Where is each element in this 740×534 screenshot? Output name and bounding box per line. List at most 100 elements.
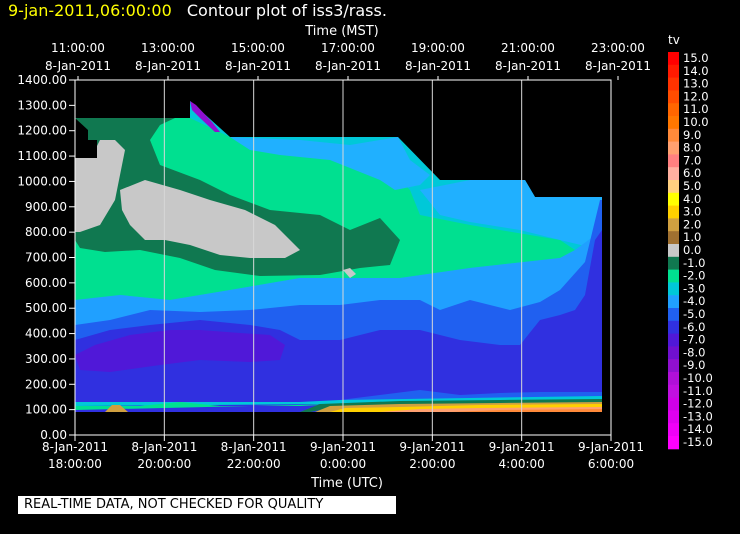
top-tick-time: 19:00:00 [411,41,465,55]
legend-swatch [668,256,679,271]
legend-swatch [668,116,679,130]
contour-region-minus3-surface [75,396,602,406]
y-tick-label: 1100.00 [17,149,67,163]
contour-region-zero-c [343,268,356,278]
legend-label: 13.0 [683,77,709,91]
legend-label: 4.0 [683,192,701,206]
y-tick-label: 700.00 [25,251,67,265]
y-tick-label: 300.00 [25,352,67,366]
legend-label: 1.0 [683,230,701,244]
legend-swatch [668,90,679,104]
x-tick-date: 8-Jan-2011 [131,440,197,454]
chart-title: Contour plot of iss3/rass. [186,1,387,20]
contour-region-minus7 [75,330,285,372]
top-tick-date: 8-Jan-2011 [405,59,471,73]
legend-label: 11.0 [683,102,709,116]
legend-swatch [668,244,679,258]
legend-label: -5.0 [683,307,705,321]
x-tick-date: 9-Jan-2011 [399,440,465,454]
x-axis-top: 11:00:00 8-Jan-2011 13:00:00 8-Jan-2011 15:0… [45,41,651,80]
contour-region-minus6 [75,230,602,412]
legend-label: -12.0 [683,397,713,411]
legend-swatch [668,64,679,79]
y-axis: 0.00 100.00 200.00 300.00 400.00 500.00 600.00… [17,73,75,442]
legend-label: 6.0 [683,166,701,180]
x-tick-time: 2:00:00 [409,457,455,471]
contour-region-minus10 [190,101,220,132]
legend-label: 3.0 [683,205,701,219]
timestamp: 9-jan-2011,06:00:00 [8,1,172,20]
x-axis-bottom: 8-Jan-2011 18:00:00 8-Jan-2011 20:00:00 8-Ja… [42,435,644,471]
top-tick-date: 8-Jan-2011 [45,59,111,73]
legend-label: -9.0 [683,358,705,372]
legend-swatch [668,410,679,424]
contour-region-minus3c [420,180,602,250]
legend-swatch [668,52,679,66]
contour-field [75,101,602,412]
legend-label: -2.0 [683,269,705,283]
contour-region-minus3b [230,137,430,190]
x-tick-time: 20:00:00 [137,457,191,471]
legend-label: -15.0 [683,435,713,449]
legend-label: 8.0 [683,141,701,155]
quality-note: REAL-TIME DATA, NOT CHECKED FOR QUALITY [18,496,396,514]
legend-label: -8.0 [683,345,705,359]
x-axis-label: Time (UTC) [310,476,383,491]
legend-label: 12.0 [683,89,709,103]
legend-swatch [668,180,679,194]
y-tick-label: 600.00 [25,276,67,290]
legend-label: 15.0 [683,51,709,65]
legend-swatch [668,282,679,296]
top-tick-date: 8-Jan-2011 [225,59,291,73]
y-tick-label: 1300.00 [17,98,67,112]
legend-swatch [668,308,679,322]
legend-label: 10.0 [683,115,709,129]
legend-label: 2.0 [683,217,701,231]
y-tick-label: 1400.00 [17,73,67,87]
x-tick-time: 0:00:00 [320,457,366,471]
contour-region-zero [75,140,125,232]
legend-swatch [668,384,679,399]
x-tick-time: 22:00:00 [227,457,281,471]
legend-swatch [668,218,679,232]
x-tick-date: 9-Jan-2011 [578,440,644,454]
top-tick-time: 13:00:00 [141,41,195,55]
legend-swatch [668,372,679,386]
legend-label: 7.0 [683,153,701,167]
top-tick-time: 15:00:00 [231,41,285,55]
legend-swatch [668,423,679,437]
legend-label: -11.0 [683,384,713,398]
top-tick-time: 23:00:00 [591,41,645,55]
top-tick-time: 21:00:00 [501,41,555,55]
legend-swatch [668,154,679,168]
missing-data-notch [75,118,97,158]
legend-swatch [668,205,679,219]
legend-swatch [668,167,679,181]
legend-swatch [668,359,679,373]
top-tick-date: 8-Jan-2011 [495,59,561,73]
x-tick-date: 9-Jan-2011 [489,440,555,454]
y-tick-label: 0.00 [40,428,67,442]
legend-label: 0.0 [683,243,701,257]
legend-swatch [668,77,679,91]
plot-frame [74,79,612,436]
x-tick-date: 8-Jan-2011 [221,440,287,454]
legend-swatch [668,141,679,155]
legend-label: -7.0 [683,333,705,347]
legend-swatch [668,333,679,347]
y-tick-label: 100.00 [25,403,67,417]
legend-swatch [668,397,679,411]
x-tick-date: 9-Jan-2011 [310,440,376,454]
legend-swatch [668,295,679,309]
contour-region-zero-b [120,180,300,258]
y-tick-label: 900.00 [25,200,67,214]
contour-region-minus2-surface [75,402,340,410]
color-legend: 15.014.013.012.011.010.09.08.07.06.05.04… [668,51,713,450]
contour-region-warm-2 [300,399,602,412]
legend-swatch [668,320,679,335]
legend-swatch [668,231,679,245]
legend-label: -3.0 [683,281,705,295]
top-axis-label: Time (MST) [304,24,379,39]
y-tick-label: 1200.00 [17,124,67,138]
